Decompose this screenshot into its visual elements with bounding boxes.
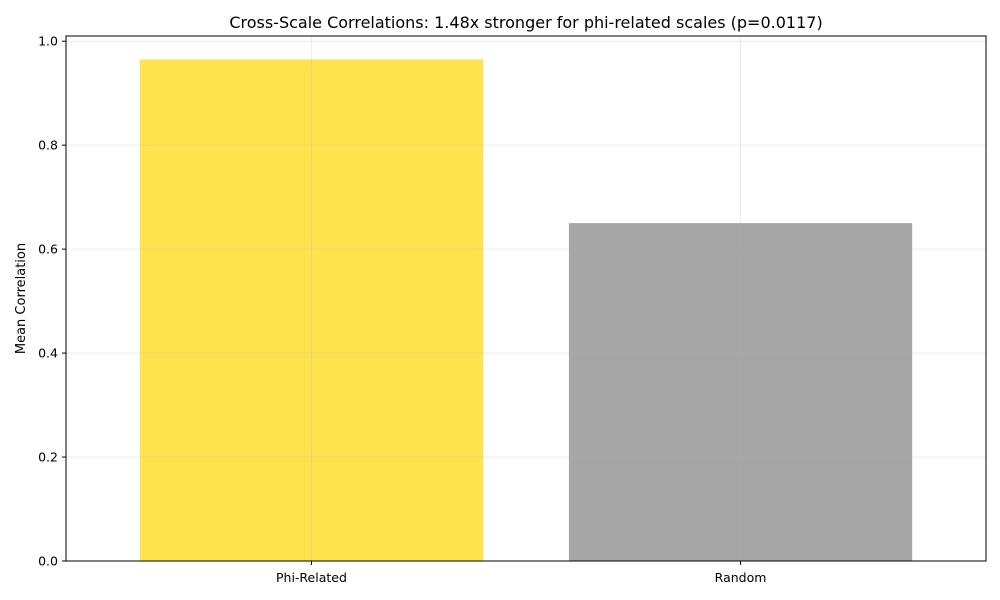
chart-title: Cross-Scale Correlations: 1.48x stronger… bbox=[229, 13, 822, 32]
y-axis-title: Mean Correlation bbox=[14, 243, 29, 354]
y-tick-label: 0.8 bbox=[38, 138, 58, 153]
bar-random bbox=[568, 223, 913, 561]
y-axis: 0.0 0.2 0.4 0.6 0.8 1.0 bbox=[38, 34, 66, 569]
bars bbox=[139, 59, 913, 562]
y-tick-label: 0.2 bbox=[38, 450, 58, 465]
x-tick-label: Phi-Related bbox=[276, 570, 347, 585]
y-tick-label: 1.0 bbox=[38, 34, 58, 49]
bar-phi-related bbox=[139, 59, 484, 562]
x-axis: Phi-Related Random bbox=[276, 561, 766, 585]
y-tick-label: 0.6 bbox=[38, 242, 58, 257]
y-tick-label: 0.4 bbox=[38, 346, 58, 361]
y-tick-label: 0.0 bbox=[38, 554, 58, 569]
x-tick-label: Random bbox=[715, 570, 767, 585]
plot-frame bbox=[65, 35, 987, 562]
